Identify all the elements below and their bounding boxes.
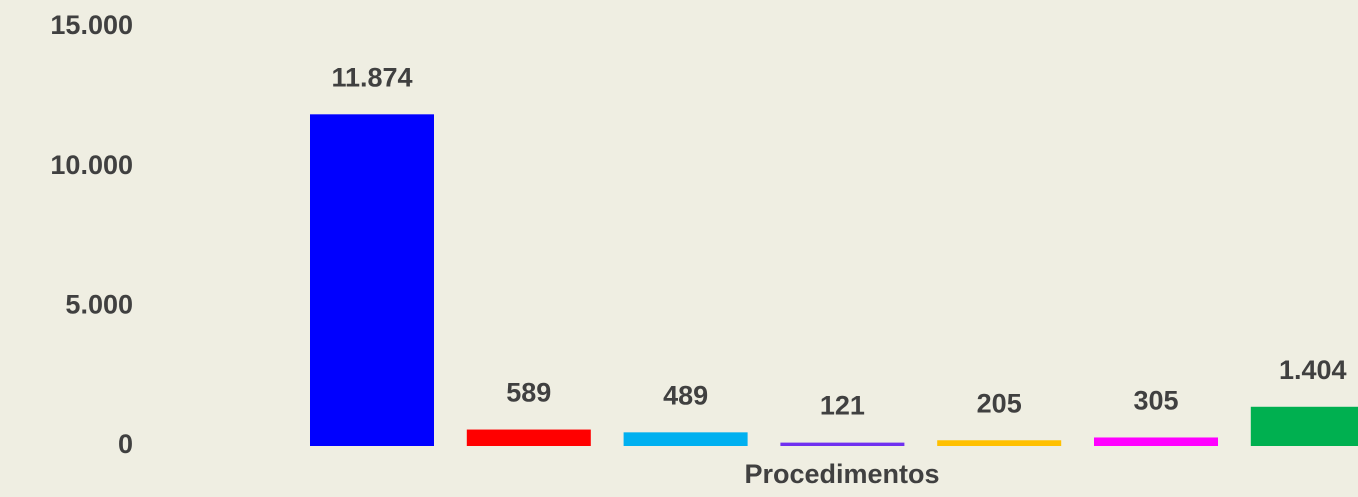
y-tick-label: 5.000 (65, 289, 133, 319)
y-tick-label: 15.000 (50, 10, 133, 40)
bar (466, 429, 591, 446)
data-label: 1.404 (1279, 355, 1347, 385)
data-label: 11.874 (331, 62, 412, 92)
data-label: 489 (663, 380, 708, 410)
data-label: 305 (1133, 386, 1178, 416)
data-label: 121 (820, 391, 865, 421)
y-tick-label: 0 (118, 429, 133, 459)
data-label: 589 (506, 378, 551, 408)
data-label: 205 (977, 388, 1022, 418)
bar (1094, 437, 1218, 446)
bar (310, 114, 434, 446)
y-tick-label: 10.000 (50, 150, 133, 180)
bar (780, 442, 905, 446)
bar (1250, 406, 1358, 446)
bar (623, 432, 748, 446)
x-axis-label: Procedimentos (744, 459, 939, 489)
bar (937, 440, 1062, 446)
